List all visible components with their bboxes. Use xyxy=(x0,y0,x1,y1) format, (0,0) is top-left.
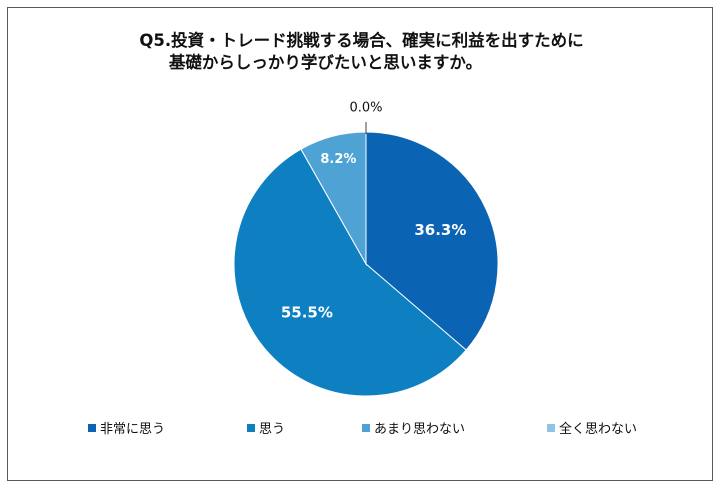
chart-title-line-1: Q5.投資・トレード挑戦する場合、確実に利益を出すために xyxy=(139,31,584,50)
data-label-3: 8.2% xyxy=(320,152,356,167)
legend-swatch-3 xyxy=(362,423,370,432)
chart-title-line-2: 基礎からしっかり学びたいと思いますか。 xyxy=(168,53,483,72)
data-label-4: 0.0% xyxy=(349,101,382,116)
legend-item-3: あまり思わない xyxy=(362,418,465,437)
data-label-2: 55.5% xyxy=(281,304,333,322)
legend-item-4: 全く思わない xyxy=(547,418,637,437)
legend-label-1: 非常に思う xyxy=(100,422,166,437)
pie-slice-1 xyxy=(365,131,499,351)
legend-swatch-2 xyxy=(247,423,255,432)
legend-item-1: 非常に思う xyxy=(88,418,165,437)
legend-item-2: 思う xyxy=(247,418,285,437)
legend-swatch-4 xyxy=(547,423,555,432)
legend-swatch-1 xyxy=(88,423,96,432)
data-label-1: 36.3% xyxy=(414,221,466,239)
legend-label-2: 思う xyxy=(259,422,286,437)
legend-label-4: 全く思わない xyxy=(559,422,638,437)
pie-slice-2 xyxy=(233,148,467,397)
legend-label-3: あまり思わない xyxy=(374,422,466,437)
chart-title: Q5.投資・トレード挑戦する場合、確実に利益を出すために 基礎からしっかり学びた… xyxy=(0,30,723,74)
